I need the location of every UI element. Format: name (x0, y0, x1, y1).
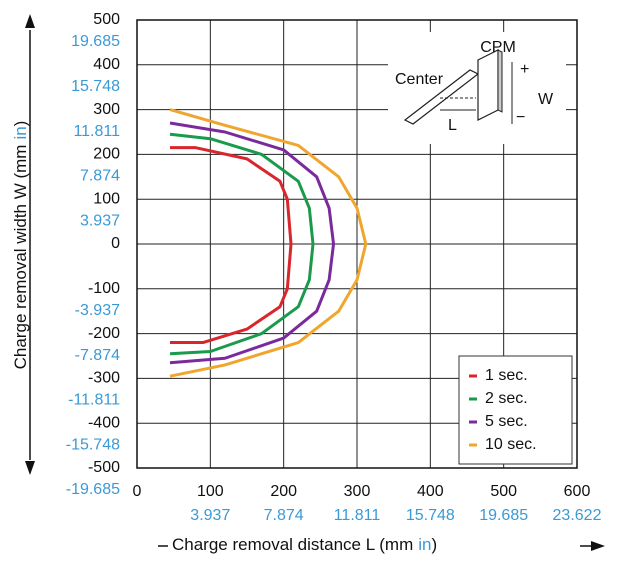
inset-l: L (448, 117, 457, 134)
legend: 1 sec. 2 sec. 5 sec. 10 sec. (458, 355, 573, 465)
y-tick-label: 200 (93, 146, 120, 163)
x-tick-label: 100 (197, 483, 224, 500)
legend-label: 10 sec. (485, 436, 537, 453)
y-tick-label: 500 (93, 11, 120, 28)
legend-label: 2 sec. (485, 390, 528, 407)
y-axis-title-part: Charge removal width W (mm (11, 145, 30, 370)
x-axis-title-part: Charge removal distance L (mm (172, 535, 413, 554)
legend-label: 1 sec. (485, 367, 528, 384)
y-tick-label: -400 (88, 414, 120, 431)
y-tick-label: -300 (88, 370, 120, 387)
y-axis-title-part: in (11, 126, 30, 139)
y-arrow-head-up (25, 14, 35, 28)
plot-frame (136, 19, 578, 469)
y-axis-title-background (14, 117, 30, 373)
inset-diagram: CPM Center L W + − (388, 32, 566, 144)
series-line (169, 121, 336, 365)
y-tick-label: 100 (93, 190, 120, 207)
series-line (170, 146, 293, 345)
series-line (169, 108, 368, 378)
cpm-plate (477, 49, 499, 121)
y-axis-title-part: ) (11, 121, 30, 127)
y-tick-label: -200 (88, 325, 120, 342)
x-axis-title-part: in (418, 535, 431, 554)
x2-tick-label: 23.622 (553, 507, 602, 524)
y-tick-label: -500 (88, 459, 120, 476)
x-arrow-head (591, 541, 605, 551)
y-tick-label: 300 (93, 101, 120, 118)
x-tick-label: 600 (564, 483, 591, 500)
legend-box (458, 355, 573, 465)
x2-tick-label: 15.748 (406, 507, 455, 524)
inset-minus: − (516, 109, 525, 126)
x-tick-label: 300 (344, 483, 371, 500)
inset-cpm: CPM (480, 39, 516, 56)
y2-tick-label: 11.811 (73, 123, 120, 140)
x-tick-label: 500 (490, 483, 517, 500)
y2-tick-label: 15.748 (71, 78, 120, 95)
y2-tick-label: -3.937 (75, 302, 120, 319)
x2-tick-label: 19.685 (479, 507, 528, 524)
x-tick-label: 400 (417, 483, 444, 500)
y-tick-label: 400 (93, 56, 120, 73)
x2-tick-label: 3.937 (190, 507, 230, 524)
y-tick-label: 0 (111, 235, 120, 252)
y2-tick-label: 3.937 (80, 212, 120, 229)
inset-background (388, 32, 566, 144)
y2-tick-label: 7.874 (80, 168, 120, 185)
labels: 500 400 300 200 100 0 -100 -200 -300 -400 -500 19.6… (11, 11, 601, 554)
grid (136, 19, 578, 469)
x-axis-title-part: ) (431, 535, 437, 554)
x-tick-label: 200 (270, 483, 297, 500)
y2-tick-label: -11.811 (68, 392, 120, 409)
cpm-plate-side (497, 49, 503, 113)
inset-center: Center (395, 71, 444, 88)
series-line (169, 132, 315, 356)
x2-tick-label: 11.811 (334, 507, 381, 524)
inset-plus: + (520, 61, 529, 78)
y-arrow-head-down (25, 461, 35, 475)
y-axis-title: Charge removal width W (mm in) (11, 121, 30, 370)
y2-tick-label: -7.874 (75, 347, 120, 364)
x2-tick-label: 7.874 (264, 507, 304, 524)
inset-w: W (538, 91, 554, 108)
legend-label: 5 sec. (485, 413, 528, 430)
y2-tick-label: -15.748 (66, 436, 120, 453)
y-tick-label: -100 (88, 280, 120, 297)
y2-tick-label: 19.685 (71, 33, 120, 50)
x-tick-label: 0 (133, 483, 142, 500)
y2-tick-label: -19.685 (66, 481, 120, 498)
lines (169, 108, 368, 378)
x-axis-title: Charge removal distance L (mm in) (172, 535, 437, 554)
